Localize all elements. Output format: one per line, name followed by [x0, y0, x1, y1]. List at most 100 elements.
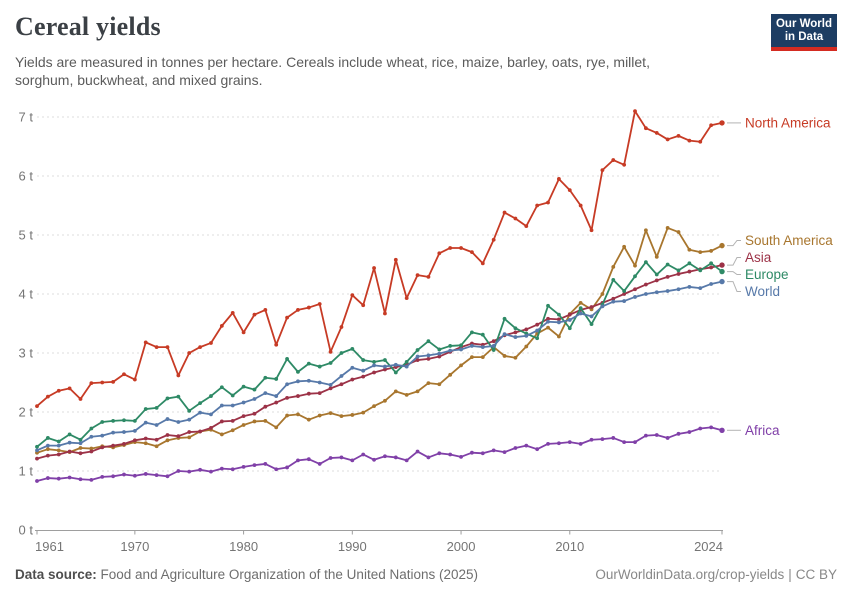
data-point	[426, 455, 431, 460]
data-point	[524, 344, 529, 349]
data-point	[622, 440, 627, 444]
data-point	[459, 347, 463, 352]
data-point	[165, 345, 170, 349]
data-point	[219, 466, 224, 471]
data-point	[230, 310, 235, 315]
data-point	[578, 300, 583, 305]
data-point	[296, 394, 300, 398]
series-label-africa[interactable]: Africa	[745, 423, 780, 438]
data-point	[45, 453, 50, 458]
data-point	[56, 388, 61, 393]
data-point	[219, 419, 224, 424]
data-point	[687, 269, 692, 274]
data-point	[241, 414, 246, 419]
data-point	[633, 287, 637, 292]
data-point	[448, 344, 453, 348]
data-point	[448, 348, 453, 353]
data-point	[122, 418, 126, 423]
data-point	[622, 299, 627, 303]
data-point	[230, 467, 235, 472]
data-point	[274, 377, 279, 381]
data-point	[89, 446, 94, 451]
data-point	[633, 274, 637, 279]
data-point	[404, 296, 409, 301]
data-point	[622, 292, 627, 296]
series-label-south-america[interactable]: South America	[745, 233, 833, 248]
data-point	[426, 381, 431, 385]
data-point	[100, 433, 105, 438]
data-point	[643, 228, 648, 233]
data-point	[578, 441, 583, 446]
data-point	[176, 394, 181, 399]
data-point	[154, 423, 159, 427]
data-point	[470, 355, 474, 360]
y-tick-label: 1 t	[19, 464, 34, 479]
data-point	[480, 332, 485, 337]
data-point	[480, 261, 485, 266]
data-point	[187, 469, 192, 474]
data-point	[219, 432, 224, 437]
data-point	[470, 450, 474, 455]
data-point	[687, 430, 692, 434]
data-point	[437, 382, 442, 387]
data-point	[546, 441, 550, 446]
data-point	[361, 368, 366, 373]
data-point	[263, 308, 268, 312]
footer-link[interactable]: OurWorldinData.org/crop-yields	[595, 567, 785, 582]
data-point	[372, 370, 376, 375]
data-point	[176, 469, 181, 473]
owid-logo[interactable]: Our World in Data	[771, 14, 837, 51]
data-point	[350, 413, 355, 417]
data-point	[393, 370, 398, 375]
data-point	[513, 335, 518, 339]
data-point	[459, 246, 463, 250]
series-label-europe[interactable]: Europe	[745, 267, 789, 282]
data-point	[187, 351, 192, 355]
series-label-asia[interactable]: Asia	[745, 250, 772, 265]
data-point	[78, 446, 83, 450]
data-point	[578, 306, 583, 311]
data-point	[676, 230, 681, 234]
data-point	[611, 299, 616, 304]
data-point	[600, 304, 605, 309]
y-tick-label: 4 t	[19, 287, 34, 302]
data-point	[709, 265, 714, 270]
data-point	[448, 246, 453, 250]
data-point	[56, 476, 61, 481]
data-point	[513, 330, 518, 335]
data-point	[56, 448, 61, 453]
data-point	[437, 347, 442, 352]
data-point	[546, 316, 550, 321]
data-point	[35, 456, 39, 461]
data-point	[437, 451, 442, 456]
x-tick-label: 1970	[120, 539, 149, 554]
data-point	[143, 407, 148, 411]
data-point	[350, 365, 355, 370]
data-point	[132, 438, 137, 443]
data-point	[361, 303, 366, 308]
data-point	[709, 261, 714, 266]
data-point	[350, 346, 355, 351]
series-label-north-america[interactable]: North America	[745, 115, 831, 130]
data-point	[230, 428, 235, 433]
data-point	[578, 311, 583, 316]
footer-separator: |	[788, 567, 792, 582]
data-point	[339, 325, 344, 329]
data-point	[567, 318, 572, 322]
data-point	[328, 411, 333, 416]
data-point	[665, 137, 670, 142]
series-label-world[interactable]: World	[745, 284, 780, 299]
data-point	[654, 290, 659, 295]
data-point	[600, 168, 605, 173]
data-point	[654, 278, 659, 283]
data-point	[437, 354, 442, 359]
data-point	[187, 417, 192, 422]
data-point	[502, 210, 507, 215]
data-point	[89, 434, 94, 439]
footer-license[interactable]: CC BY	[795, 567, 837, 582]
data-point	[415, 348, 420, 352]
data-point	[513, 446, 518, 450]
data-point	[535, 203, 540, 208]
data-point	[535, 336, 540, 341]
data-point	[350, 293, 355, 298]
